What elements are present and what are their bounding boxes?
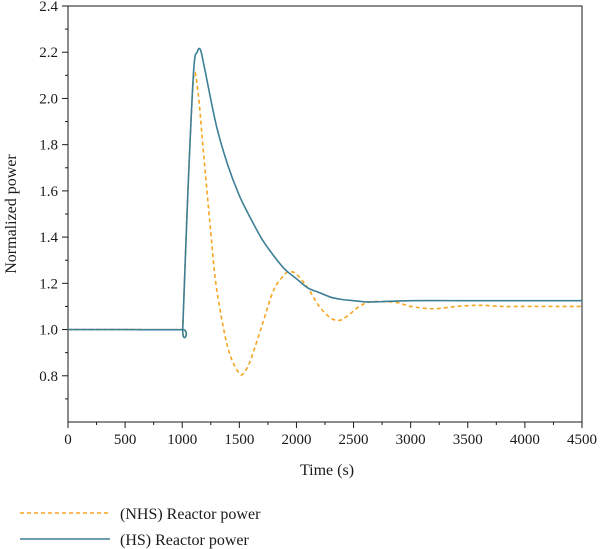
y-tick-label: 1.4 (39, 230, 58, 246)
x-tick-label: 2000 (281, 432, 311, 448)
series-line-nhs (68, 71, 582, 376)
x-tick-label: 3000 (396, 432, 426, 448)
y-tick-label: 2.0 (39, 91, 58, 107)
y-tick-label: 2.4 (39, 0, 58, 15)
x-axis-label: Time (s) (300, 462, 354, 479)
y-tick-label: 1.0 (39, 323, 58, 339)
x-tick-label: 4500 (567, 432, 597, 448)
x-axis: 0 500 1000 1500 2000 2500 3000 3500 4000 4500 (64, 422, 597, 448)
y-tick-label: 1.2 (39, 276, 58, 292)
x-tick-label: 2500 (339, 432, 369, 448)
series-line-hs (68, 47, 582, 339)
legend: (NHS) Reactor power (HS) Reactor power (20, 506, 261, 549)
x-tick-label: 1000 (167, 432, 197, 448)
y-axis-label: Normalized power (3, 154, 20, 274)
y-tick-label: 0.8 (39, 369, 58, 385)
y-tick-label: 2.2 (39, 45, 58, 61)
series-lines (68, 47, 582, 376)
y-axis: 0.8 1.0 1.2 1.4 1.6 1.8 2.0 2.2 2.4 (39, 0, 68, 400)
x-tick-label: 0 (64, 432, 72, 448)
plot-frame (67, 5, 583, 423)
x-tick-label: 500 (114, 432, 137, 448)
y-tick-label: 1.6 (39, 184, 58, 200)
x-tick-label: 3500 (453, 432, 483, 448)
x-tick-label: 1500 (224, 432, 254, 448)
x-tick-label: 4000 (510, 432, 540, 448)
y-tick-label: 1.8 (39, 138, 58, 154)
legend-label-nhs: (NHS) Reactor power (120, 506, 261, 523)
legend-label-hs: (HS) Reactor power (120, 532, 250, 549)
